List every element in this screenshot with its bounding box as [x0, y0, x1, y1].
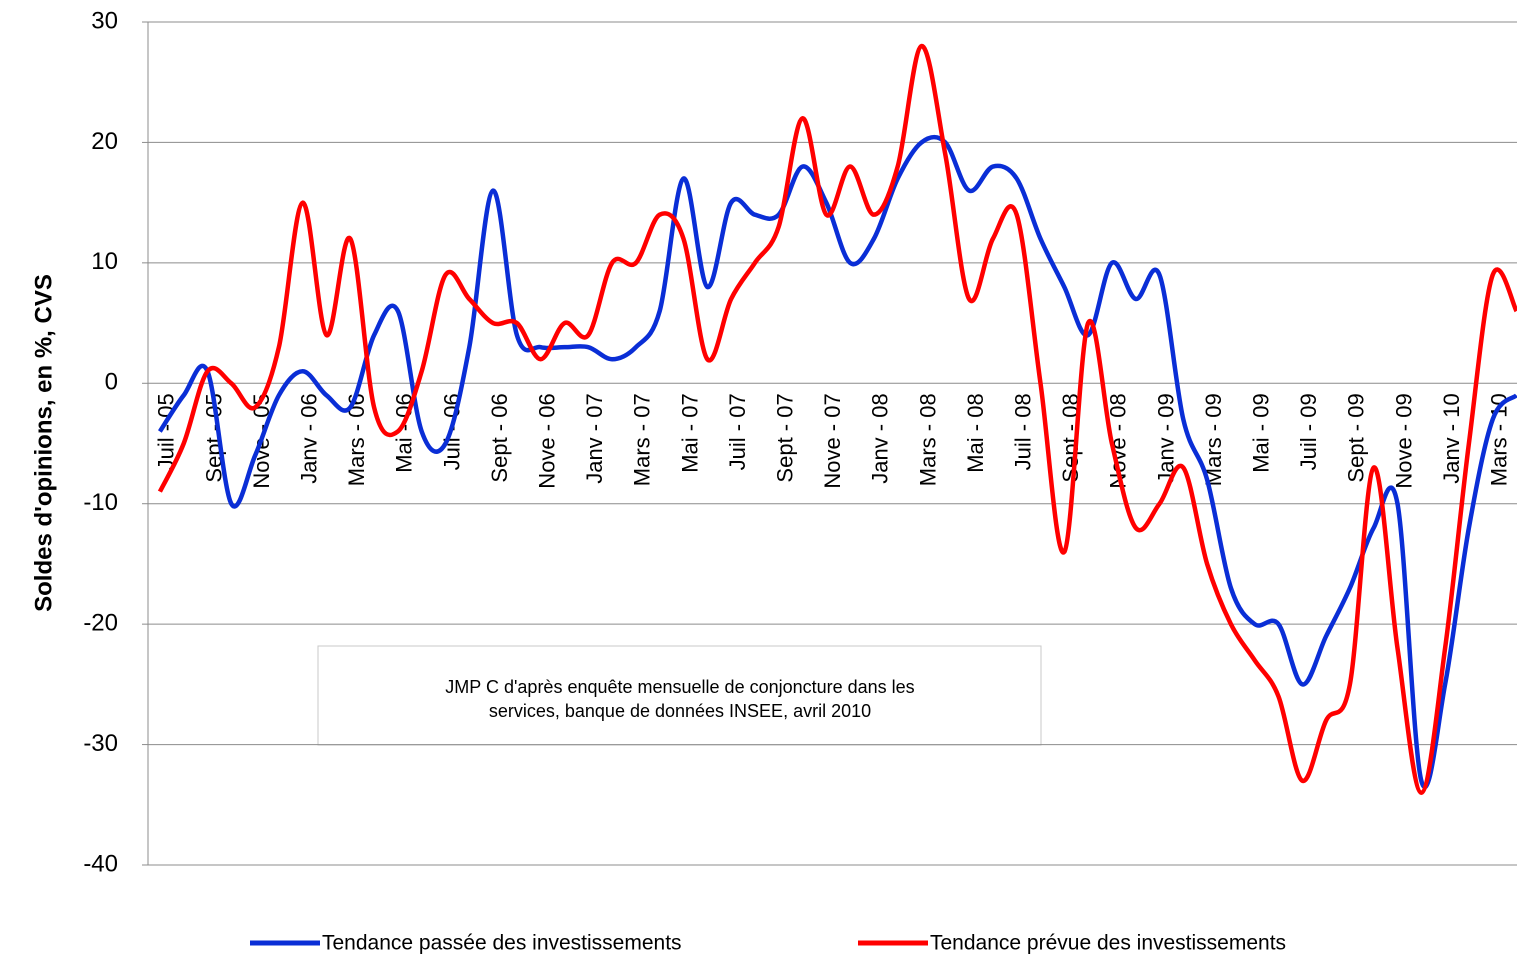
- y-tick-label: 0: [105, 369, 118, 396]
- x-tick-label: Sept - 09: [1344, 393, 1369, 482]
- x-tick-label: Janv - 07: [582, 393, 607, 484]
- x-tick-label: Nove - 09: [1391, 393, 1416, 488]
- x-tick-label: Juil - 09: [1296, 393, 1321, 470]
- y-tick-label: -40: [83, 850, 118, 877]
- x-tick-label: Janv - 10: [1439, 393, 1464, 484]
- y-tick-label: -30: [83, 730, 118, 757]
- annotation-box: [317, 645, 1042, 746]
- x-tick-label: Sept - 06: [487, 393, 512, 482]
- y-tick-label: 10: [91, 248, 118, 275]
- annotation: JMP C d'après enquête mensuelle de conjo…: [445, 677, 914, 697]
- x-tick-label: Mai - 08: [963, 393, 988, 472]
- x-tick-label: Nove - 06: [535, 393, 560, 488]
- y-tick-label: -10: [83, 489, 118, 516]
- x-tick-label: Mai - 09: [1249, 393, 1274, 472]
- line-series: [157, 43, 1517, 795]
- x-tick-label: Mai - 07: [677, 393, 702, 472]
- y-tick-label: 20: [91, 128, 118, 155]
- y-axis-label: Soldes d'opinions, en %, CVS: [30, 274, 57, 612]
- x-tick-label: Nove - 07: [820, 393, 845, 488]
- x-tick-label: Juil - 07: [725, 393, 750, 470]
- x-tick-label: Juil - 08: [1011, 393, 1036, 470]
- x-tick-label: Mars - 08: [915, 393, 940, 486]
- x-tick-label: Sept - 07: [773, 393, 798, 482]
- x-tick-label: Janv - 08: [868, 393, 893, 484]
- legend-label: Tendance passée des investissements: [322, 932, 682, 955]
- annotation: services, banque de données INSEE, avril…: [489, 701, 871, 721]
- y-tick-label: -20: [83, 609, 118, 636]
- line-series: [158, 134, 1517, 790]
- x-tick-label: Janv - 06: [297, 393, 322, 484]
- legend-label: Tendance prévue des investissements: [930, 932, 1286, 955]
- x-tick-label: Mars - 07: [630, 393, 655, 486]
- y-tick-label: 30: [91, 7, 118, 34]
